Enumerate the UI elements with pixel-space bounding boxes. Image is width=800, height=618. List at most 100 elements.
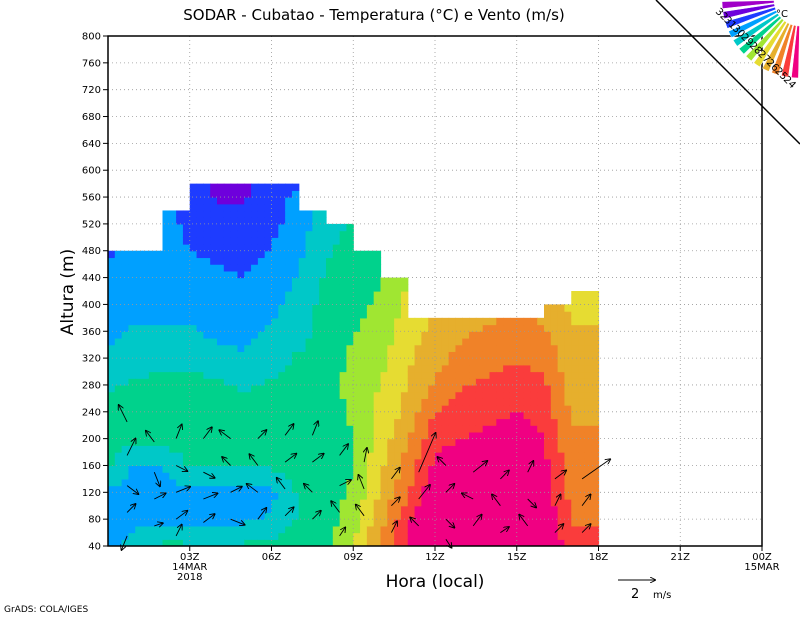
field-cell — [251, 391, 259, 399]
field-cell — [108, 311, 116, 319]
field-cell — [142, 465, 150, 473]
field-cell — [237, 391, 245, 399]
field-cell — [530, 344, 538, 352]
wind-arrow — [554, 524, 563, 533]
field-cell — [210, 398, 218, 406]
field-cell — [305, 398, 313, 406]
field-cell — [455, 485, 463, 493]
field-cell — [142, 478, 150, 487]
field-cell — [584, 384, 593, 393]
field-cell — [271, 311, 279, 319]
field-cell — [169, 499, 177, 507]
field-cell — [407, 331, 416, 339]
field-cell — [339, 431, 348, 440]
field-cell — [462, 364, 470, 373]
field-cell — [414, 324, 422, 332]
field-cell — [482, 405, 491, 413]
field-cell — [305, 391, 313, 399]
field-cell — [223, 358, 232, 366]
field-cell — [189, 499, 198, 507]
field-cell — [380, 371, 388, 379]
field-cell — [278, 317, 286, 326]
field-cell — [257, 519, 266, 527]
field-cell — [244, 384, 252, 393]
field-cell — [162, 425, 170, 433]
field-cell — [557, 418, 566, 426]
field-cell — [278, 391, 286, 399]
field-cell — [441, 358, 450, 366]
field-cell — [503, 499, 511, 507]
field-cell — [435, 324, 443, 332]
field-cell — [550, 539, 559, 546]
field-cell — [108, 438, 116, 446]
field-cell — [584, 499, 593, 507]
field-cell — [285, 525, 293, 534]
field-cell — [366, 324, 375, 332]
field-cell — [278, 384, 286, 393]
field-cell — [237, 317, 245, 326]
field-cell — [509, 405, 518, 413]
field-cell — [189, 512, 198, 520]
field-cell — [135, 284, 143, 292]
field-cell — [380, 485, 388, 493]
field-cell — [162, 217, 170, 225]
field-cell — [312, 304, 320, 312]
field-cell — [155, 331, 164, 339]
field-cell — [373, 291, 382, 299]
field-cell — [462, 532, 470, 540]
wind-arrow — [364, 448, 367, 463]
field-cell — [162, 311, 170, 319]
field-cell — [251, 190, 259, 198]
field-cell — [496, 371, 504, 379]
field-cell — [182, 371, 191, 379]
field-cell — [591, 358, 600, 366]
field-cell — [475, 431, 484, 440]
field-cell — [230, 512, 239, 520]
field-cell — [182, 331, 191, 339]
field-cell — [251, 324, 259, 332]
field-cell — [223, 203, 232, 212]
field-cell — [114, 264, 123, 272]
field-cell — [217, 485, 225, 493]
field-cell — [366, 465, 375, 473]
field-cell — [428, 472, 436, 480]
field-cell — [448, 505, 457, 514]
field-cell — [305, 270, 313, 279]
field-cell — [557, 371, 566, 379]
field-cell — [128, 378, 136, 386]
field-cell — [421, 445, 429, 453]
field-cell — [550, 378, 559, 386]
field-cell — [121, 519, 130, 527]
field-cell — [121, 411, 130, 420]
field-cell — [237, 183, 245, 191]
field-cell — [312, 505, 320, 514]
field-cell — [223, 391, 232, 399]
field-cell — [557, 452, 566, 460]
field-cell — [285, 371, 293, 379]
field-cell — [189, 431, 198, 440]
field-cell — [339, 519, 348, 527]
field-cell — [339, 438, 348, 446]
field-cell — [285, 465, 293, 473]
field-cell — [135, 519, 143, 527]
field-cell — [244, 505, 252, 514]
field-cell — [244, 257, 252, 265]
field-cell — [380, 492, 388, 500]
field-cell — [503, 532, 511, 540]
field-cell — [394, 425, 402, 433]
field-cell — [285, 358, 293, 366]
field-cell — [339, 384, 348, 393]
field-cell — [496, 331, 504, 339]
field-cell — [114, 270, 123, 279]
field-cell — [264, 371, 273, 379]
field-cell — [496, 317, 504, 326]
field-cell — [142, 317, 150, 326]
field-cell — [291, 391, 300, 399]
field-cell — [366, 311, 375, 319]
field-cell — [326, 485, 334, 493]
field-cell — [584, 431, 593, 440]
field-cell — [244, 371, 252, 379]
field-cell — [509, 472, 518, 480]
field-cell — [503, 317, 511, 326]
field-cell — [537, 384, 545, 393]
